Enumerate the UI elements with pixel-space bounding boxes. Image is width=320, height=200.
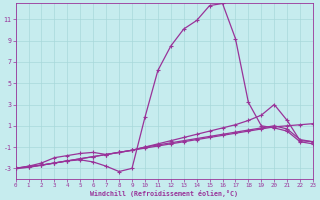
X-axis label: Windchill (Refroidissement éolien,°C): Windchill (Refroidissement éolien,°C)	[90, 190, 238, 197]
